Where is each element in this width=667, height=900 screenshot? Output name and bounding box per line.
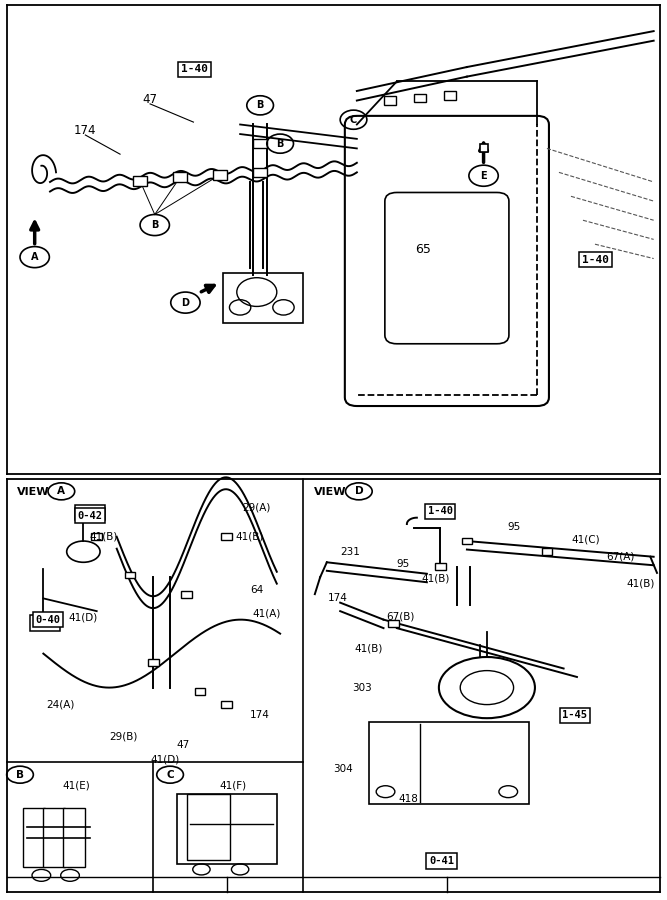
FancyBboxPatch shape <box>462 537 472 544</box>
Text: 1-40: 1-40 <box>428 507 453 517</box>
Text: C: C <box>166 770 174 779</box>
Text: 95: 95 <box>396 560 410 570</box>
Text: 1-40: 1-40 <box>181 65 208 75</box>
FancyBboxPatch shape <box>43 808 65 868</box>
Text: VIEW: VIEW <box>17 487 49 497</box>
FancyBboxPatch shape <box>253 139 267 148</box>
Text: 41(D): 41(D) <box>69 613 98 623</box>
Text: 1-45: 1-45 <box>562 710 588 720</box>
Text: 303: 303 <box>352 683 372 693</box>
Text: 418: 418 <box>398 794 418 804</box>
Text: 174: 174 <box>327 593 348 603</box>
Text: 231: 231 <box>340 546 360 557</box>
FancyBboxPatch shape <box>187 794 230 859</box>
Text: 67(B): 67(B) <box>386 611 414 621</box>
FancyBboxPatch shape <box>91 534 102 540</box>
Text: D: D <box>355 486 363 496</box>
Polygon shape <box>357 81 464 124</box>
Text: 41(B): 41(B) <box>89 532 117 542</box>
FancyBboxPatch shape <box>542 548 552 555</box>
Text: D: D <box>181 298 189 308</box>
FancyBboxPatch shape <box>369 722 529 805</box>
Text: B: B <box>151 220 159 230</box>
Text: 0-41: 0-41 <box>429 856 454 866</box>
Text: 1-40: 1-40 <box>582 255 609 265</box>
Text: 47: 47 <box>143 93 157 105</box>
Text: 29(A): 29(A) <box>243 502 271 512</box>
Text: B: B <box>276 139 284 148</box>
Text: 0-40: 0-40 <box>33 618 58 628</box>
Text: 0-42: 0-42 <box>77 510 103 520</box>
Text: 41(B): 41(B) <box>422 573 450 583</box>
Text: 64: 64 <box>250 585 263 595</box>
Text: B: B <box>256 100 264 111</box>
Text: 41(F): 41(F) <box>220 780 247 790</box>
FancyBboxPatch shape <box>173 173 187 182</box>
FancyBboxPatch shape <box>384 96 396 105</box>
Text: C: C <box>350 114 357 125</box>
Text: 304: 304 <box>333 764 353 774</box>
FancyBboxPatch shape <box>388 620 399 627</box>
FancyBboxPatch shape <box>23 808 45 868</box>
Text: B: B <box>16 770 24 779</box>
Text: 95: 95 <box>507 522 520 532</box>
FancyBboxPatch shape <box>195 688 205 695</box>
Text: VIEW: VIEW <box>313 487 346 497</box>
FancyBboxPatch shape <box>345 116 549 406</box>
Text: 29(B): 29(B) <box>109 732 137 742</box>
FancyBboxPatch shape <box>63 808 85 868</box>
Text: 41(B): 41(B) <box>236 532 264 542</box>
FancyBboxPatch shape <box>148 659 159 665</box>
Text: 0-40: 0-40 <box>35 615 61 625</box>
Text: 41(B): 41(B) <box>355 644 383 653</box>
Text: 41(C): 41(C) <box>572 535 600 544</box>
FancyBboxPatch shape <box>385 193 509 344</box>
Text: 67(A): 67(A) <box>606 552 634 562</box>
FancyBboxPatch shape <box>177 794 277 864</box>
Text: 0-42: 0-42 <box>77 508 103 518</box>
Text: 65: 65 <box>416 243 432 256</box>
FancyBboxPatch shape <box>223 273 303 323</box>
FancyBboxPatch shape <box>221 534 232 540</box>
FancyBboxPatch shape <box>133 176 147 185</box>
Text: 47: 47 <box>177 740 190 750</box>
Text: 41(E): 41(E) <box>63 780 91 790</box>
Text: 41(D): 41(D) <box>151 755 180 765</box>
FancyBboxPatch shape <box>125 572 135 579</box>
Text: 174: 174 <box>250 710 270 720</box>
FancyBboxPatch shape <box>221 701 232 708</box>
FancyBboxPatch shape <box>414 94 426 103</box>
Text: A: A <box>31 252 39 262</box>
Text: A: A <box>57 486 65 496</box>
Text: E: E <box>480 171 487 181</box>
Text: 41(A): 41(A) <box>253 608 281 618</box>
FancyBboxPatch shape <box>444 92 456 100</box>
Text: 174: 174 <box>74 123 97 137</box>
Text: 24(A): 24(A) <box>46 699 74 709</box>
Text: 41(B): 41(B) <box>626 579 654 589</box>
FancyBboxPatch shape <box>435 563 446 570</box>
FancyBboxPatch shape <box>253 167 267 177</box>
FancyBboxPatch shape <box>181 590 192 598</box>
FancyBboxPatch shape <box>213 170 227 179</box>
